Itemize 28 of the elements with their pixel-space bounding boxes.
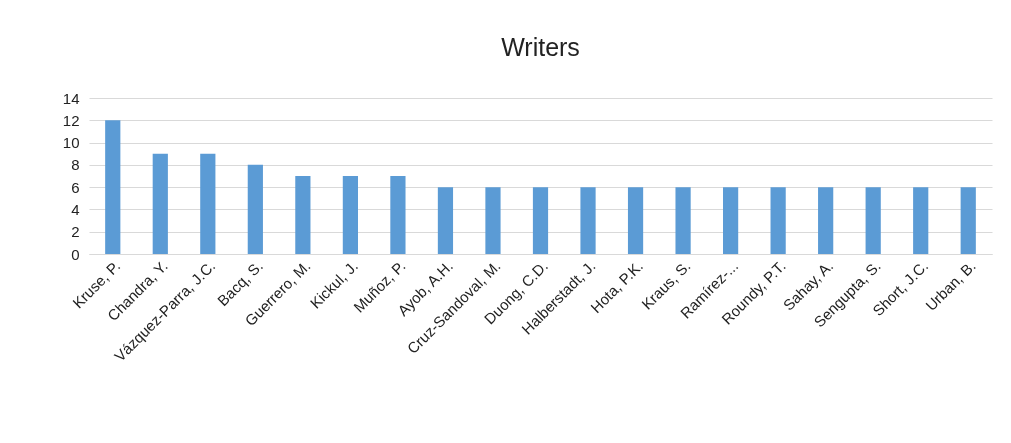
y-tick-label: 4 <box>71 200 80 218</box>
bar <box>960 187 976 254</box>
bar <box>913 187 929 254</box>
bar <box>437 187 454 254</box>
chart-title: Writers <box>501 33 580 61</box>
bar <box>390 176 406 254</box>
bar <box>675 187 691 254</box>
bar <box>200 153 216 254</box>
y-tick-label: 10 <box>62 134 80 152</box>
bar <box>247 164 263 254</box>
bar <box>770 187 786 254</box>
y-tick-label: 0 <box>71 245 80 263</box>
bar <box>295 176 311 254</box>
bar <box>105 120 121 254</box>
bar <box>580 187 596 254</box>
bar <box>723 187 739 254</box>
y-tick-label: 6 <box>71 178 80 196</box>
y-tick-label: 8 <box>71 156 80 174</box>
y-tick-label: 12 <box>62 111 80 129</box>
bar <box>342 176 358 254</box>
y-tick-label: 2 <box>71 223 80 241</box>
bar <box>627 187 644 254</box>
y-tick-label: 14 <box>62 89 80 107</box>
bar <box>865 187 881 254</box>
bar <box>152 153 168 254</box>
bar <box>485 187 501 254</box>
bar <box>532 187 549 254</box>
bar <box>818 187 834 254</box>
